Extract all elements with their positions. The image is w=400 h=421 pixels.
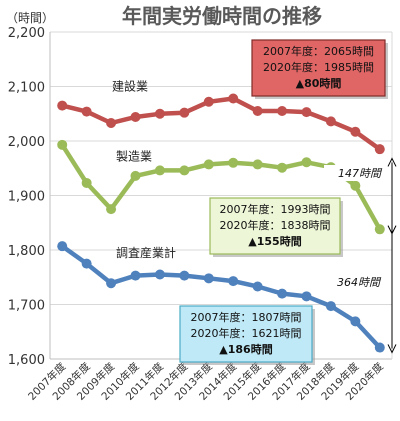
data-point — [252, 106, 263, 117]
data-point — [179, 270, 190, 281]
data-point — [130, 170, 141, 181]
data-point — [179, 107, 190, 118]
data-point — [374, 342, 385, 353]
gap-arrow-head — [387, 157, 397, 167]
gap-arrow-head — [387, 225, 397, 235]
data-point — [301, 107, 312, 118]
data-point — [179, 165, 190, 176]
data-point — [130, 270, 141, 281]
data-point — [57, 139, 68, 150]
annotation-box-0: 2007年度：2065時間 2020年度：1985時間 ▲80時間 — [251, 39, 388, 99]
data-point — [106, 278, 117, 289]
annotation-frame — [179, 305, 313, 363]
gap-label: 364時間 — [337, 276, 382, 289]
y-tick-label: 2,000 — [8, 135, 45, 150]
annotation-line: 2020年度：1985時間 — [263, 60, 374, 74]
y-tick-label: 1,800 — [8, 244, 45, 259]
data-point — [252, 281, 263, 292]
y-tick-label: 1,900 — [8, 190, 45, 205]
data-point — [350, 126, 361, 137]
data-point — [154, 165, 165, 176]
x-axis: 2007年度2008年度2009年度2010年度2011年度2012年度2013… — [25, 360, 386, 403]
data-point — [252, 159, 263, 170]
gap-label: 147時間 — [338, 167, 383, 180]
annotation-line: ▲186時間 — [219, 342, 272, 356]
data-point — [228, 93, 239, 104]
annotation-line: 2007年度：1993時間 — [220, 202, 331, 216]
gap-label-bg — [326, 272, 382, 292]
data-point — [81, 177, 92, 188]
annotation-line: ▲155時間 — [248, 234, 301, 248]
annotation-line: 2020年度：1838時間 — [220, 218, 331, 232]
series-label-1: 製造業 — [116, 150, 152, 164]
series-points — [57, 93, 385, 353]
data-point — [350, 180, 361, 191]
data-point — [325, 116, 336, 127]
data-point — [154, 108, 165, 119]
data-point — [374, 144, 385, 155]
data-point — [277, 288, 288, 299]
data-point — [277, 106, 288, 117]
gap-arrow-head — [387, 344, 397, 354]
annotation-box-1: 2007年度：1993時間 2020年度：1838時間 ▲155時間 — [209, 197, 343, 257]
data-point — [325, 301, 336, 312]
data-point — [57, 100, 68, 111]
data-point — [106, 118, 117, 129]
series-label-0: 建設業 — [112, 78, 148, 93]
annotation-frame — [209, 197, 341, 255]
y-tick-label: 1,700 — [8, 299, 45, 314]
data-point — [154, 269, 165, 280]
data-point — [203, 273, 214, 284]
data-point — [350, 316, 361, 327]
data-point — [57, 241, 68, 252]
data-point — [301, 291, 312, 302]
data-point — [130, 112, 141, 123]
y-tick-label: 2,100 — [8, 81, 45, 96]
data-point — [106, 204, 117, 215]
data-point — [203, 159, 214, 170]
data-point — [228, 157, 239, 168]
data-point — [203, 96, 214, 107]
annotation-frame — [251, 39, 386, 97]
chart-title: 年間実労働時間の推移 — [122, 4, 322, 28]
data-point — [81, 258, 92, 269]
annotation-line: ▲80時間 — [296, 76, 342, 90]
data-point — [374, 224, 385, 235]
data-point — [81, 106, 92, 117]
data-point — [277, 162, 288, 173]
gap-markers: 147時間 364時間 — [324, 157, 397, 354]
y-unit-label: （時間） — [6, 11, 54, 25]
y-tick-label: 2,200 — [8, 26, 45, 41]
series-label-2: 調査産業計 — [116, 245, 176, 260]
annotation-boxes: 2007年度：2065時間 2020年度：1985時間 ▲80時間 2007年度：19… — [179, 39, 388, 365]
annotation-line: 2007年度：2065時間 — [263, 44, 374, 58]
y-axis: 1,600 1,700 1,800 1,900 2,000 2,100 2,200 — [8, 26, 45, 368]
annotation-box-2: 2007年度：1807時間 2020年度：1621時間 ▲186時間 — [179, 305, 315, 365]
data-point — [228, 276, 239, 287]
data-point — [301, 157, 312, 168]
annotation-line: 2007年度：1807時間 — [191, 310, 302, 324]
gap-label-bg — [324, 165, 382, 181]
annotation-line: 2020年度：1621時間 — [191, 326, 302, 340]
y-tick-label: 1,600 — [8, 353, 45, 368]
